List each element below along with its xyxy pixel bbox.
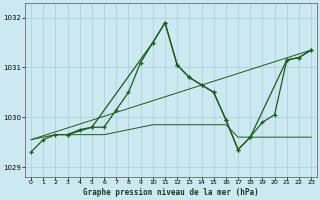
X-axis label: Graphe pression niveau de la mer (hPa): Graphe pression niveau de la mer (hPa) [83, 188, 259, 197]
